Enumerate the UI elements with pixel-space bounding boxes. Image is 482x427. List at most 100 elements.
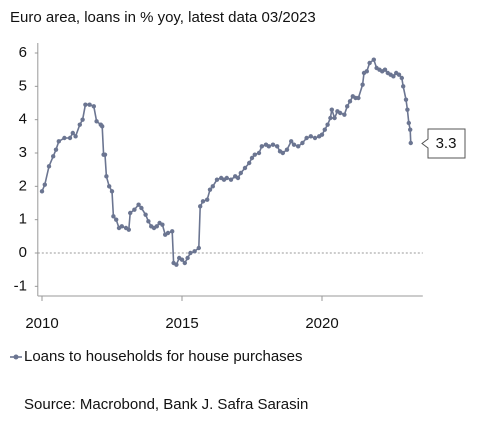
y-tick-label: 4	[19, 111, 27, 128]
data-point	[312, 135, 318, 141]
data-point	[329, 107, 334, 112]
data-point	[356, 95, 361, 101]
data-point	[214, 177, 220, 182]
data-point	[342, 112, 347, 117]
data-point	[247, 160, 252, 166]
data-point	[73, 134, 78, 139]
y-tick-label: -1	[14, 277, 27, 294]
y-tick-label: 5	[19, 77, 27, 94]
data-point	[371, 57, 376, 62]
data-point	[154, 224, 159, 229]
data-point	[249, 155, 255, 161]
data-point	[304, 135, 309, 141]
x-tick-label: 2010	[25, 315, 58, 332]
data-point	[126, 227, 131, 232]
data-point	[408, 140, 413, 146]
data-point	[319, 132, 325, 137]
data-point	[77, 122, 83, 127]
y-tick-label: 2	[19, 177, 27, 194]
chart-title: Euro area, loans in % yoy, latest data 0…	[10, 9, 316, 26]
data-point	[308, 134, 313, 139]
data-point	[102, 152, 108, 157]
data-point	[51, 154, 56, 159]
data-point	[39, 189, 45, 194]
data-point	[109, 189, 115, 194]
data-point	[196, 245, 201, 251]
data-point	[174, 262, 179, 267]
data-point	[391, 74, 396, 79]
data-point	[67, 135, 73, 141]
data-point	[345, 104, 350, 109]
data-point	[210, 184, 215, 189]
data-point	[328, 115, 333, 121]
x-tick-label: 2020	[305, 315, 338, 332]
data-point	[399, 75, 404, 81]
data-point	[408, 127, 413, 132]
data-point	[270, 142, 276, 147]
data-point	[42, 182, 47, 187]
data-point	[111, 214, 116, 219]
data-point	[100, 124, 105, 129]
data-point	[238, 170, 243, 176]
data-point	[403, 97, 409, 102]
data-point	[364, 69, 369, 74]
data-point	[56, 139, 61, 144]
data-point	[300, 140, 305, 146]
data-point	[291, 142, 297, 147]
data-point	[62, 135, 67, 141]
data-point	[296, 144, 301, 149]
data-point	[280, 150, 285, 156]
data-point	[382, 67, 388, 72]
data-point	[235, 175, 241, 181]
data-point	[179, 257, 185, 262]
data-point	[242, 165, 248, 171]
data-point	[322, 127, 327, 132]
data-point	[347, 99, 353, 104]
legend-marker	[13, 354, 19, 360]
data-point	[338, 110, 343, 116]
data-point	[182, 260, 187, 266]
data-point	[146, 219, 151, 224]
y-tick-label: 6	[19, 44, 27, 61]
data-point	[185, 255, 190, 261]
data-point	[139, 205, 144, 211]
data-point	[360, 82, 365, 87]
data-point	[266, 144, 271, 149]
data-point	[188, 250, 193, 256]
data-point	[91, 104, 97, 109]
data-point	[228, 177, 234, 182]
annotation-box	[421, 128, 466, 159]
data-point	[128, 210, 133, 216]
data-point	[284, 147, 290, 152]
x-tick-label: 2015	[165, 315, 198, 332]
data-point	[192, 249, 197, 254]
data-point	[136, 202, 141, 207]
y-tick-label: 1	[19, 211, 27, 228]
data-point	[205, 197, 210, 202]
y-tick-label: 0	[19, 244, 27, 261]
data-point	[87, 102, 92, 107]
data-point	[94, 119, 99, 124]
data-point	[83, 102, 88, 107]
data-point	[396, 72, 402, 77]
annotation: 3.3	[436, 135, 457, 152]
data-point	[252, 152, 257, 157]
data-point	[275, 144, 280, 149]
data-point	[224, 175, 229, 181]
data-point	[259, 144, 264, 149]
data-point	[332, 115, 337, 121]
data-point	[198, 204, 203, 209]
data-point	[160, 222, 165, 227]
data-point	[46, 164, 52, 169]
data-point	[104, 174, 109, 179]
data-point	[405, 107, 410, 112]
source: Source: Macrobond, Bank J. Safra Sarasin	[24, 396, 308, 413]
data-point	[289, 139, 294, 144]
data-point	[53, 147, 59, 152]
data-point	[401, 84, 406, 89]
data-point	[200, 199, 206, 204]
data-point	[256, 150, 262, 156]
data-point	[132, 207, 137, 212]
data-point	[70, 130, 76, 136]
